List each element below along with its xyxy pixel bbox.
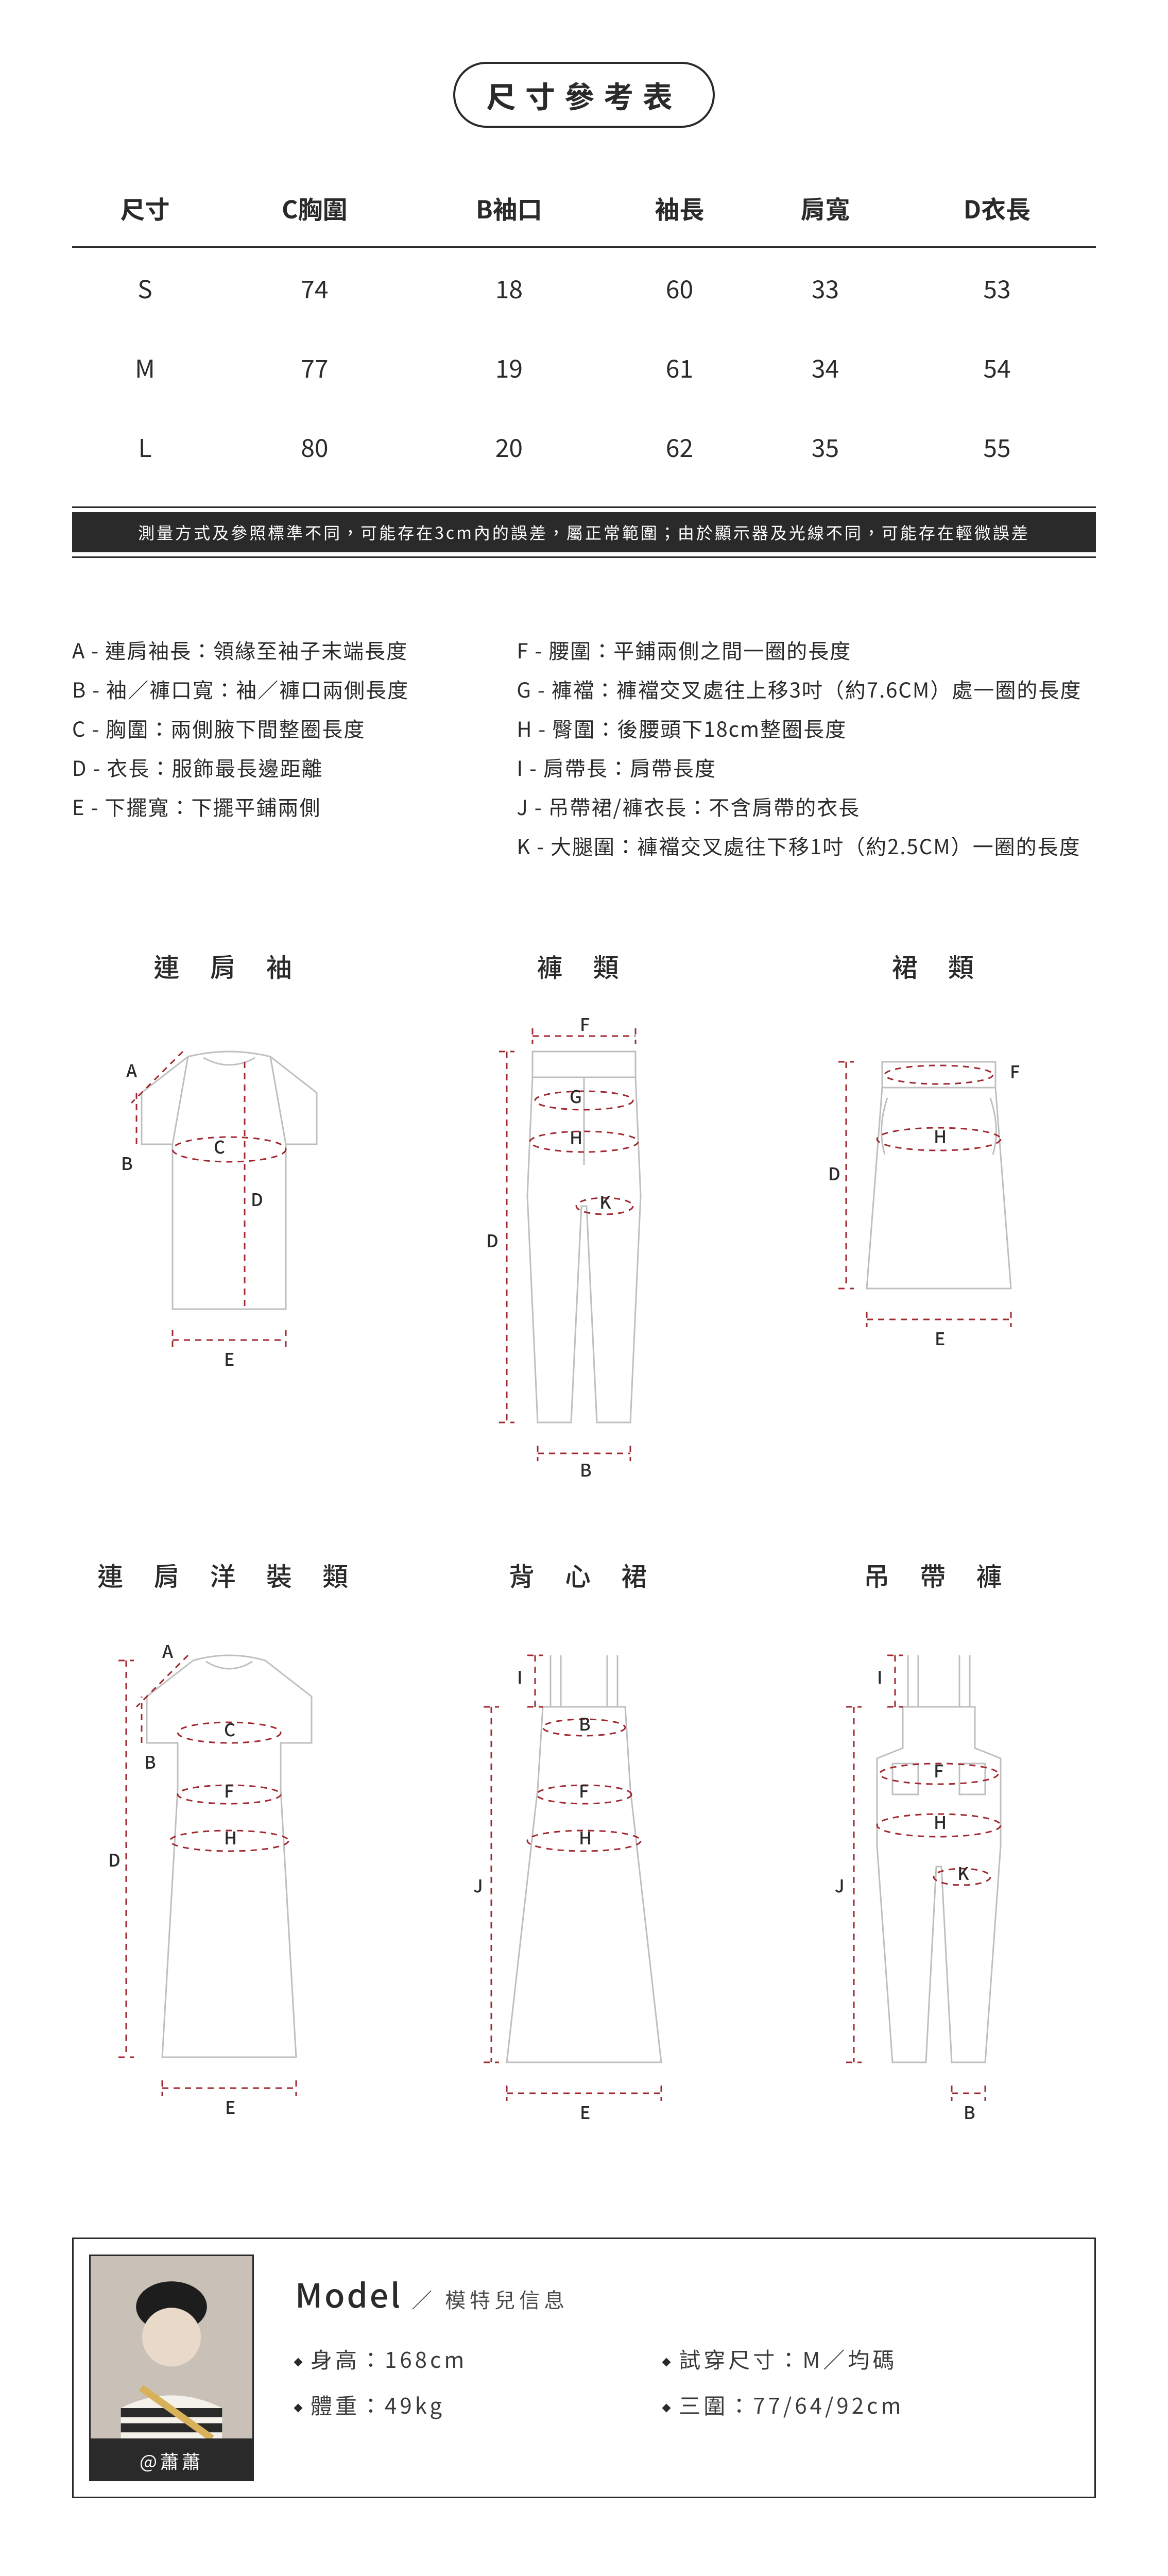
svg-text:F: F xyxy=(934,1757,943,1783)
svg-text:J: J xyxy=(473,1872,483,1897)
model-heading-en: Model xyxy=(295,2270,402,2317)
measurement-note: 測量方式及參照標準不同，可能存在3cm內的誤差，屬正常範圍；由於顯示器及光線不同… xyxy=(72,506,1096,558)
svg-text:H: H xyxy=(579,1824,592,1850)
svg-text:D: D xyxy=(108,1846,121,1872)
svg-text:D: D xyxy=(486,1227,499,1252)
svg-text:E: E xyxy=(580,2099,590,2124)
model-heading-zh: ／ 模特兒信息 xyxy=(411,2284,569,2314)
model-info: Model ／ 模特兒信息 身高：168cm 試穿尺寸：M／均碼 體重：49kg… xyxy=(269,2239,1094,2497)
col-sleeve: 袖長 xyxy=(607,174,752,247)
svg-text:F: F xyxy=(580,1011,590,1036)
diagram-pants: 褲 類 F G H K D B xyxy=(450,947,718,1484)
svg-text:I: I xyxy=(517,1664,523,1689)
page-title-wrap: 尺寸參考表 xyxy=(72,62,1096,128)
svg-text:B: B xyxy=(144,1749,156,1774)
col-size: 尺寸 xyxy=(72,174,218,247)
table-header-row: 尺寸 C胸圍 B袖口 袖長 肩寬 D衣長 xyxy=(72,174,1096,247)
svg-text:E: E xyxy=(935,1325,945,1350)
diagram-skirt: 裙 類 F H D E xyxy=(805,947,1073,1484)
svg-text:J: J xyxy=(835,1872,845,1897)
diagram-overalls: 吊 帶 褲 I F H K J B xyxy=(805,1556,1073,2134)
svg-text:A: A xyxy=(162,1638,174,1663)
col-shoulder: 肩寬 xyxy=(752,174,898,247)
col-length: D衣長 xyxy=(898,174,1096,247)
model-photo xyxy=(89,2255,254,2440)
svg-text:F: F xyxy=(224,1777,234,1803)
table-row: S 74 18 60 33 53 xyxy=(72,247,1096,328)
diagram-cami-dress: 背 心 裙 I B F H J E xyxy=(450,1556,718,2134)
svg-text:D: D xyxy=(828,1160,840,1185)
legend-right: F - 腰圍：平鋪兩側之間一圈的長度 G - 褲襠：褲襠交叉處往上移3吋（約7.… xyxy=(517,630,1096,865)
col-bust: C胸圍 xyxy=(218,174,411,247)
svg-text:I: I xyxy=(877,1664,883,1689)
model-photo-block: @蕭蕭 xyxy=(74,2239,269,2497)
model-trysize: 試穿尺寸：M／均碼 xyxy=(663,2343,1069,2375)
model-weight: 體重：49kg xyxy=(295,2389,663,2420)
legend: A - 連肩袖長：領緣至袖子末端長度 B - 袖／褲口寬：袖／褲口兩側長度 C … xyxy=(72,630,1096,865)
legend-left: A - 連肩袖長：領緣至袖子末端長度 B - 袖／褲口寬：袖／褲口兩側長度 C … xyxy=(72,630,486,865)
svg-text:F: F xyxy=(1010,1058,1020,1083)
col-cuff: B袖口 xyxy=(411,174,607,247)
page-title: 尺寸參考表 xyxy=(453,62,715,128)
svg-text:E: E xyxy=(224,1346,234,1371)
svg-text:H: H xyxy=(934,1123,947,1148)
size-table: 尺寸 C胸圍 B袖口 袖長 肩寬 D衣長 S 74 18 60 33 53 M … xyxy=(72,174,1096,486)
model-card: @蕭蕭 Model ／ 模特兒信息 身高：168cm 試穿尺寸：M／均碼 體重：… xyxy=(72,2238,1096,2498)
svg-text:E: E xyxy=(225,2094,235,2119)
model-height: 身高：168cm xyxy=(295,2343,663,2375)
svg-text:B: B xyxy=(964,2099,975,2124)
svg-text:C: C xyxy=(214,1133,225,1159)
svg-text:H: H xyxy=(570,1124,582,1149)
svg-text:D: D xyxy=(251,1186,263,1211)
table-row: M 77 19 61 34 54 xyxy=(72,327,1096,406)
svg-text:B: B xyxy=(579,1710,591,1736)
model-name: @蕭蕭 xyxy=(89,2440,254,2481)
svg-text:B: B xyxy=(121,1150,133,1175)
diagram-raglan: 連 肩 袖 A B C D E xyxy=(95,947,363,1484)
svg-text:H: H xyxy=(934,1809,947,1834)
svg-text:C: C xyxy=(224,1716,235,1741)
svg-text:K: K xyxy=(599,1189,611,1214)
svg-text:F: F xyxy=(579,1777,589,1803)
model-measurements: 三圍：77/64/92cm xyxy=(663,2389,1069,2420)
svg-text:K: K xyxy=(957,1860,969,1885)
svg-text:H: H xyxy=(224,1824,237,1850)
diagram-raglan-dress: 連 肩 洋 裝 類 A B C F H D E xyxy=(95,1556,363,2134)
svg-text:G: G xyxy=(570,1083,582,1108)
svg-text:B: B xyxy=(580,1456,592,1482)
table-row: L 80 20 62 35 55 xyxy=(72,406,1096,486)
diagrams-grid: 連 肩 袖 A B C D E 褲 類 xyxy=(72,947,1096,2134)
svg-text:A: A xyxy=(126,1057,138,1082)
